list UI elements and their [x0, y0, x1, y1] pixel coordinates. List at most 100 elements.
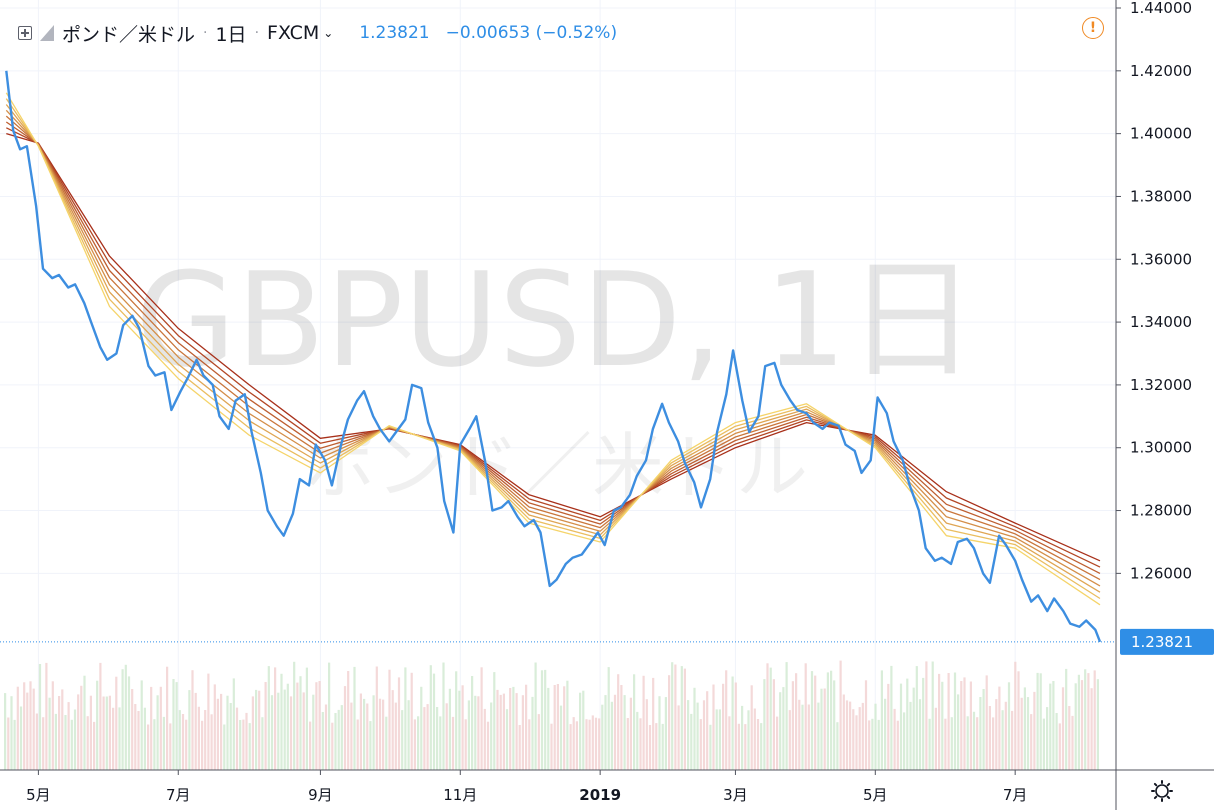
volume-bar — [73, 709, 77, 770]
volume-bar — [1055, 713, 1058, 770]
volume-bar — [58, 696, 61, 770]
volume-bar — [283, 689, 286, 770]
triangle-logo-icon — [40, 25, 54, 41]
volume-bar — [289, 696, 293, 770]
volume-bar — [512, 686, 515, 770]
volume-bar — [652, 677, 655, 770]
symbol-description[interactable]: ポンド／米ドル — [62, 23, 196, 46]
volume-bar — [4, 693, 7, 770]
volume-bar — [636, 711, 639, 770]
interval-label[interactable]: 1日 — [215, 23, 247, 46]
volume-bar — [938, 673, 941, 770]
y-axis-ticks[interactable]: 1.44000 1.42000 1.40000 1.38000 1.36000 1.340… — [1116, 0, 1192, 582]
volume-bar — [547, 687, 550, 770]
volume-bar — [378, 698, 382, 770]
volume-bar — [868, 720, 871, 770]
volume-bar — [150, 686, 153, 770]
volume-bar — [1007, 682, 1011, 770]
volume-bar — [391, 690, 394, 770]
exchange-selector[interactable]: FXCM ⌄ — [267, 22, 333, 44]
volume-bar — [251, 696, 254, 770]
volume-bar — [366, 703, 369, 770]
volume-bar — [566, 680, 569, 770]
gear-icon[interactable] — [1151, 780, 1173, 802]
volume-bar — [267, 666, 270, 770]
last-price-label: 1.23821 — [1131, 633, 1193, 651]
volume-bar — [734, 682, 737, 770]
y-tick-label: 1.42000 — [1130, 62, 1192, 80]
volume-bar — [207, 673, 210, 770]
volume-bar — [77, 694, 80, 770]
volume-bar — [274, 667, 277, 770]
volume-bar — [172, 679, 175, 770]
x-axis-ticks[interactable]: 5月 7月 9月 11月 2019 3月 5月 7月 — [26, 770, 1027, 804]
volume-bar — [1065, 668, 1068, 770]
volume-bar — [899, 683, 903, 770]
volume-bar — [210, 714, 213, 770]
volume-bar — [683, 668, 686, 770]
volume-bar — [985, 675, 988, 770]
volume-bar — [385, 716, 388, 770]
header-separator: · — [203, 25, 208, 41]
volume-bar — [1014, 661, 1017, 770]
price-line — [5, 70, 1102, 643]
volume-bar — [620, 685, 623, 770]
x-tick-label: 11月 — [443, 786, 477, 804]
volume-bar — [839, 660, 842, 770]
volume-bar — [112, 707, 115, 770]
volume-bar — [213, 684, 216, 770]
volume-bar — [486, 721, 490, 770]
volume-bar — [763, 679, 766, 770]
volume-bar — [1036, 672, 1039, 770]
header-separator: · — [254, 25, 260, 41]
volume-bar — [874, 703, 877, 770]
volume-bar — [89, 695, 92, 770]
plus-square-icon[interactable] — [18, 26, 32, 40]
volume-bar — [105, 696, 108, 770]
volume-bar — [725, 670, 728, 770]
volume-bar — [598, 718, 601, 770]
volume-bar — [782, 687, 785, 770]
volume-bar — [26, 692, 29, 770]
volume-bar — [772, 679, 775, 770]
volume-bar — [197, 706, 200, 770]
y-tick-label: 1.40000 — [1130, 125, 1192, 143]
volume-bar — [315, 682, 318, 770]
volume-bar — [559, 705, 563, 770]
volume-bar — [404, 667, 407, 770]
exclamation-circle-icon[interactable]: ! — [1082, 17, 1104, 39]
volume-bar — [296, 682, 299, 770]
volume-bar — [931, 661, 934, 770]
volume-bar — [270, 695, 274, 770]
volume-bar — [305, 667, 308, 770]
volume-bar — [248, 723, 251, 770]
volume-bar — [480, 667, 483, 770]
last-price-tag: 1.23821 — [1120, 628, 1214, 655]
volume-bar — [1046, 707, 1049, 770]
volume-bar — [1023, 687, 1026, 770]
volume-bar — [436, 707, 439, 770]
volume-bar — [798, 699, 801, 770]
volume-bar — [181, 714, 185, 770]
volume-bar — [382, 699, 385, 770]
volume-bar — [836, 722, 839, 770]
volume-bar — [979, 697, 982, 770]
volume-bar — [918, 699, 922, 770]
volume-bar — [232, 678, 235, 770]
volume-bar — [509, 688, 512, 770]
volume-bar — [239, 720, 242, 770]
volume-bar — [830, 670, 833, 770]
volume-bar — [531, 696, 534, 770]
volume-bar — [429, 665, 432, 770]
volume-bar — [309, 721, 312, 770]
volume-bar — [328, 662, 331, 770]
volume-bar — [976, 717, 979, 770]
volume-bar — [594, 717, 598, 770]
volume-bar — [893, 708, 896, 770]
volume-bar — [731, 676, 734, 770]
volume-bar — [499, 694, 502, 770]
volume-bar — [810, 671, 814, 770]
volume-bar — [467, 700, 470, 770]
